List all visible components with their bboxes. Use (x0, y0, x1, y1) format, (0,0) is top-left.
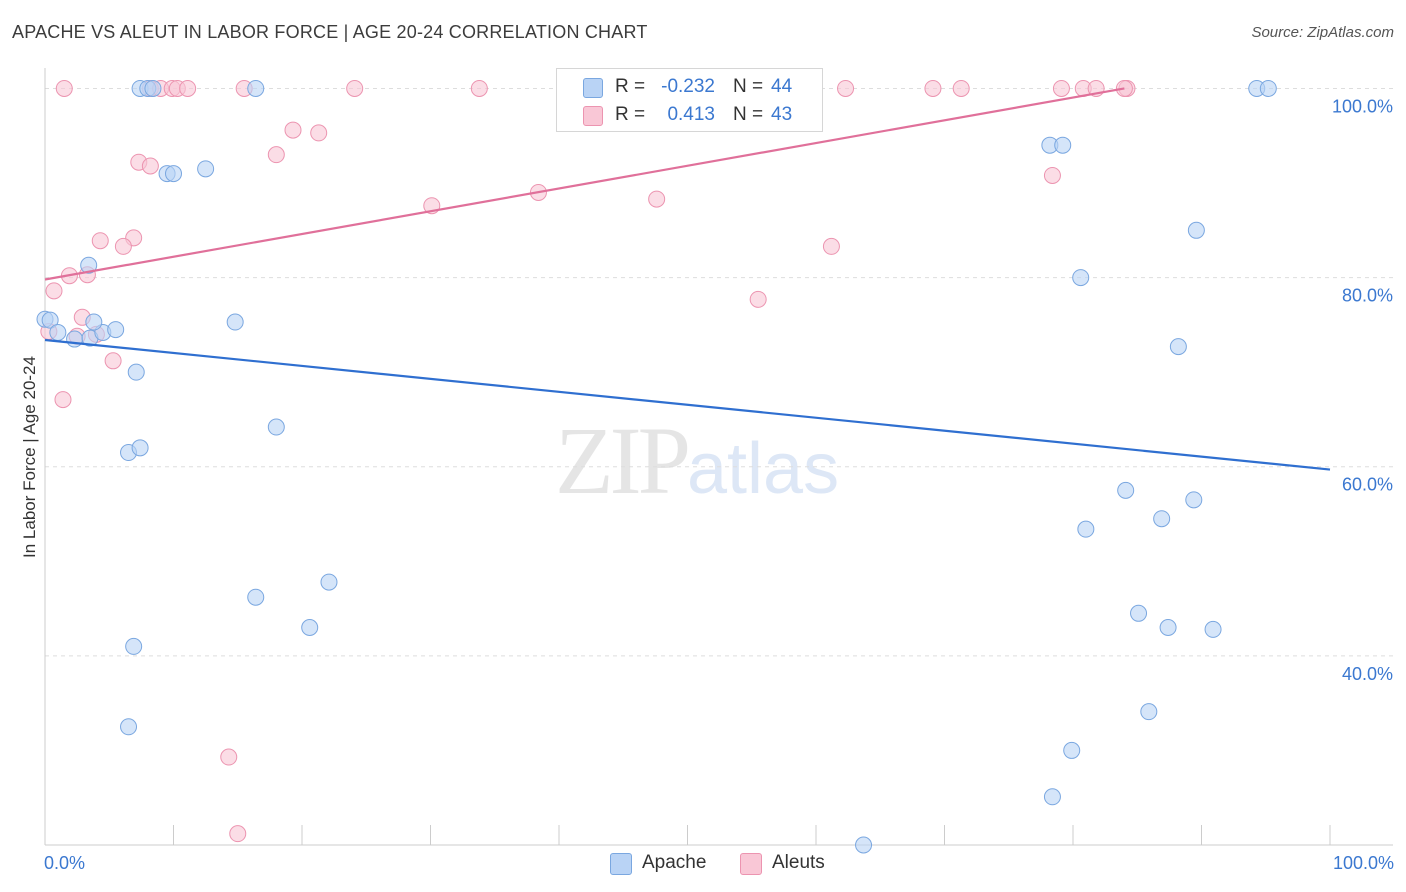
axes (44, 68, 1393, 846)
apache-point-23 (301, 618, 319, 636)
y-tick-label-80: 80.0% (1342, 286, 1393, 306)
apache-point-7 (85, 313, 103, 331)
aleuts-point-22 (267, 146, 285, 164)
aleuts-legend-swatch (740, 853, 762, 875)
r-value: -0.232 (661, 76, 715, 97)
aleuts-point-8 (91, 232, 109, 250)
aleuts-point-35 (952, 79, 970, 97)
r-label: R = (615, 104, 646, 125)
apache-point-21 (247, 588, 265, 606)
aleuts-legend-label: Aleuts (772, 852, 825, 873)
x-tick-label-min: 0.0% (44, 853, 86, 873)
aleuts-point-42 (55, 79, 73, 97)
watermark-atlas: atlas (687, 429, 840, 509)
apache-point-24 (320, 573, 338, 591)
aleuts-point-36 (1052, 79, 1070, 97)
aleuts-point-24 (310, 124, 328, 142)
y-tick-label-40: 40.0% (1342, 664, 1393, 684)
series-legend: Apache Aleuts (0, 852, 1406, 880)
aleuts-point-27 (470, 79, 488, 97)
apache-point-19 (197, 160, 215, 178)
chart-title: APACHE VS ALEUT IN LABOR FORCE | AGE 20-… (12, 22, 648, 42)
y-tick-labels: 40.0% 60.0% 80.0% 100.0% (1332, 96, 1393, 683)
correlation-legend: R = -0.232 N = 44 R = 0.413 N = 43 (556, 68, 823, 132)
apache-point-25 (855, 836, 873, 854)
apache-point-34 (1140, 703, 1158, 721)
aleuts-points (40, 79, 1136, 843)
apache-point-38 (1185, 491, 1203, 509)
apache-point-36 (1159, 618, 1177, 636)
apache-point-12 (120, 718, 138, 736)
apache-point-35 (1153, 510, 1171, 528)
trend-lines (44, 87, 1331, 471)
legend-row-apache: R = -0.232 N = 44 (557, 74, 822, 102)
r-label: R = (615, 76, 646, 97)
apache-point-39 (1187, 221, 1205, 239)
apache-point-4 (80, 256, 98, 274)
apache-trend-line (44, 338, 1331, 471)
apache-point-2 (49, 323, 67, 341)
apache-points (36, 79, 1277, 854)
apache-swatch (583, 78, 603, 98)
aleuts-point-29 (648, 190, 666, 208)
aleuts-trend-line (44, 87, 1125, 281)
legend-row-aleuts: R = 0.413 N = 43 (557, 102, 822, 130)
apache-point-31 (1077, 520, 1095, 538)
aleuts-point-32 (822, 237, 840, 255)
apache-point-40 (1204, 620, 1222, 638)
apache-point-28 (1043, 788, 1061, 806)
aleuts-point-37 (1043, 166, 1061, 184)
aleuts-point-9 (104, 352, 122, 370)
watermark: ZIPatlas (555, 405, 839, 516)
n-value: 43 (771, 104, 793, 125)
apache-point-22 (267, 418, 285, 436)
n-label: N = (733, 76, 764, 97)
source-credit: Source: ZipAtlas.com (1251, 24, 1394, 41)
aleuts-point-13 (141, 157, 159, 175)
aleuts-point-34 (924, 79, 942, 97)
apache-point-13 (125, 637, 143, 655)
apache-point-43 (247, 79, 265, 97)
watermark-zip: ZIP (555, 407, 691, 514)
y-tick-label-100: 100.0% (1332, 96, 1393, 116)
apache-point-20 (226, 313, 244, 331)
aleuts-point-30 (749, 290, 767, 308)
apache-legend-swatch (610, 853, 632, 875)
apache-legend-label: Apache (642, 852, 707, 873)
apache-point-9 (127, 363, 145, 381)
n-label: N = (733, 104, 764, 125)
aleuts-point-20 (229, 825, 247, 843)
apache-point-27 (1054, 136, 1072, 154)
aleuts-point-25 (346, 79, 364, 97)
x-tick-label-max: 100.0% (1332, 853, 1394, 873)
r-value: 0.413 (667, 104, 715, 125)
apache-point-33 (1130, 604, 1148, 622)
apache-point-8 (107, 321, 125, 339)
aleuts-point-11 (114, 237, 132, 255)
apache-point-1 (41, 311, 59, 329)
y-tick-label-60: 60.0% (1342, 475, 1393, 495)
apache-point-29 (1063, 741, 1081, 759)
apache-point-16 (144, 79, 162, 97)
y-axis-label: In Labor Force | Age 20-24 (20, 356, 39, 558)
aleuts-point-33 (837, 79, 855, 97)
aleuts-point-23 (284, 121, 302, 139)
apache-point-42 (1259, 79, 1277, 97)
apache-point-37 (1169, 338, 1187, 356)
apache-point-3 (66, 330, 84, 348)
aleuts-swatch (583, 106, 603, 126)
aleuts-point-1 (45, 282, 63, 300)
gridlines (45, 87, 1393, 657)
aleuts-point-2 (54, 391, 72, 409)
apache-point-32 (1117, 481, 1135, 499)
aleuts-point-19 (220, 748, 238, 766)
n-value: 44 (771, 76, 793, 97)
apache-point-18 (165, 165, 182, 183)
aleuts-point-18 (179, 79, 197, 97)
apache-point-11 (131, 439, 149, 457)
apache-point-30 (1072, 269, 1090, 287)
